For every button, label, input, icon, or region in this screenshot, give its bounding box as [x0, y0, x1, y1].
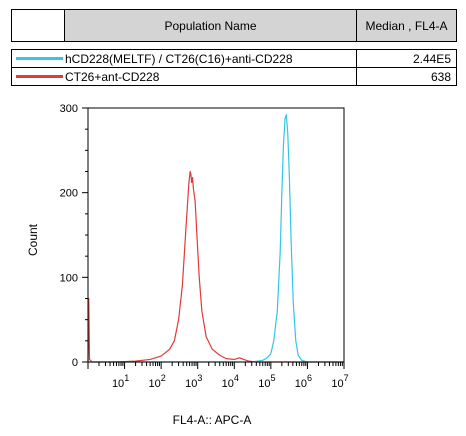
table-header-swatch-cell: [11, 9, 65, 42]
plot-frame: [87, 107, 345, 363]
y-tick-label: 100: [60, 272, 78, 284]
x-tick-base: 10: [112, 378, 124, 390]
x-tick-exponent: 6: [307, 373, 312, 383]
y-tick-label: 0: [72, 357, 78, 369]
x-tick-label: 105: [258, 373, 275, 390]
x-tick-base: 10: [331, 378, 343, 390]
x-tick-base: 10: [149, 378, 161, 390]
series-layer: [87, 114, 344, 363]
x-tick-exponent: 5: [270, 373, 275, 383]
series-line-cyan: [88, 114, 344, 363]
x-tick-base: 10: [295, 378, 307, 390]
table-header-median: Median , FL4-A: [356, 9, 457, 42]
series-swatch-cyan: [16, 57, 63, 60]
x-tick-exponent: 7: [344, 373, 349, 383]
y-tick-label: 300: [60, 103, 78, 115]
x-tick-label: 102: [149, 373, 166, 390]
table-row: CT26+ant-CD228 638: [11, 67, 457, 86]
median-value-cell: 638: [356, 67, 457, 86]
legend-table: Population Name Median , FL4-A hCD228(ME…: [11, 9, 457, 86]
x-tick-base: 10: [258, 378, 270, 390]
x-tick-exponent: 4: [234, 373, 239, 383]
table-row: hCD228(MELTF) / CT26(C16)+anti-CD228 2.4…: [11, 49, 457, 68]
x-tick-label: 103: [185, 373, 202, 390]
y-tick-label: 200: [60, 188, 78, 200]
x-tick-exponent: 2: [161, 373, 166, 383]
population-name: hCD228(MELTF) / CT26(C16)+anti-CD228: [65, 51, 293, 66]
x-tick-label: 107: [331, 373, 348, 390]
x-tick-base: 10: [222, 378, 234, 390]
x-tick-exponent: 3: [197, 373, 202, 383]
x-tick-base: 10: [185, 378, 197, 390]
population-name: CT26+ant-CD228: [65, 69, 160, 84]
x-tick-label: 106: [295, 373, 312, 390]
x-axis-label: FL4-A:: APC-A: [173, 413, 252, 427]
series-line-red: [87, 170, 344, 363]
series-swatch-red: [16, 75, 63, 78]
table-header-row: Population Name Median , FL4-A: [11, 9, 457, 42]
x-tick-label: 104: [222, 373, 239, 390]
x-tick-label: 101: [112, 373, 129, 390]
y-axis-label: Count: [26, 223, 40, 256]
table-header-population-name: Population Name: [64, 9, 357, 42]
x-tick-exponent: 1: [124, 373, 129, 383]
